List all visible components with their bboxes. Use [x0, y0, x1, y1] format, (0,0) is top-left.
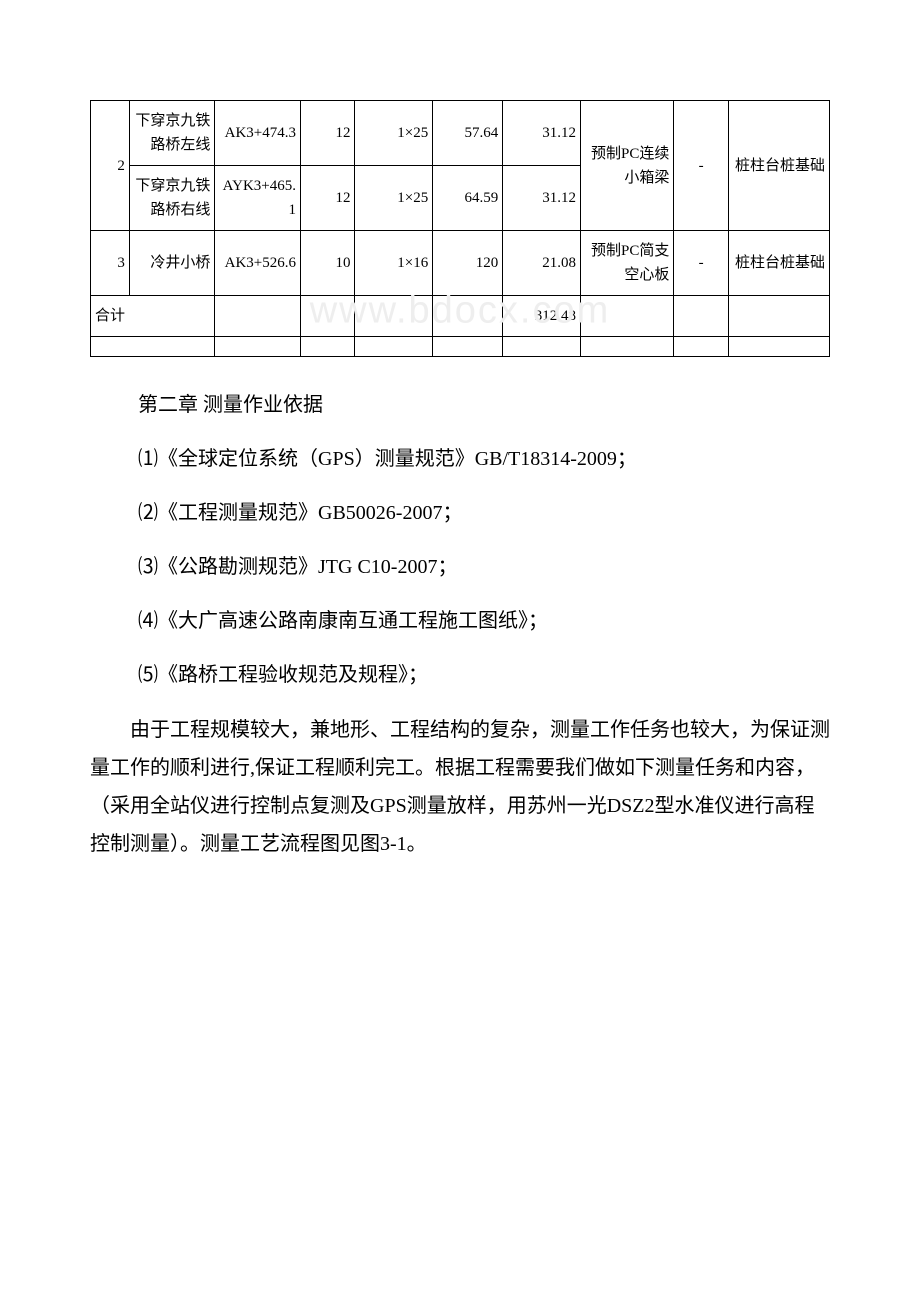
cell-b: 1×25: [355, 101, 433, 166]
cell-g: 桩柱台桩基础: [728, 231, 829, 296]
cell-empty: [728, 296, 829, 337]
cell-empty: [91, 337, 215, 357]
body-paragraph: 由于工程规模较大，兼地形、工程结构的复杂，测量工作任务也较大，为保证测量工作的顺…: [90, 711, 830, 863]
table-row: 3 冷井小桥 AK3+526.6 10 1×16 120 21.08 预制PC简…: [91, 231, 830, 296]
cell-station: AK3+526.6: [215, 231, 301, 296]
chapter-title: 第二章 测量作业依据: [138, 387, 830, 423]
list-item: ⑴《全球定位系统（GPS）测量规范》GB/T18314-2009；: [138, 441, 830, 477]
cell-idx: 2: [91, 101, 130, 231]
cell-d: 31.12: [503, 101, 581, 166]
list-item: ⑵《工程测量规范》GB50026-2007；: [138, 495, 830, 531]
cell-idx: 3: [91, 231, 130, 296]
cell-f: -: [674, 101, 728, 231]
cell-empty: [433, 337, 503, 357]
cell-total-value: 312.48: [503, 296, 581, 337]
cell-empty: [581, 337, 674, 357]
cell-empty: [355, 337, 433, 357]
cell-empty: [215, 296, 301, 337]
table-row-total: 合计 312.48: [91, 296, 830, 337]
cell-empty: [503, 337, 581, 357]
cell-a: 10: [301, 231, 355, 296]
bridge-table: 2 下穿京九铁路桥左线 AK3+474.3 12 1×25 57.64 31.1…: [90, 100, 830, 357]
cell-d: 21.08: [503, 231, 581, 296]
cell-e: 预制PC简支空心板: [581, 231, 674, 296]
cell-name: 冷井小桥: [129, 231, 215, 296]
cell-empty: [215, 337, 301, 357]
cell-name: 下穿京九铁路桥右线: [129, 166, 215, 231]
list-item: ⑶《公路勘测规范》JTG C10-2007；: [138, 549, 830, 585]
cell-empty: [728, 337, 829, 357]
cell-f: -: [674, 231, 728, 296]
cell-station: AK3+474.3: [215, 101, 301, 166]
cell-name: 下穿京九铁路桥左线: [129, 101, 215, 166]
cell-empty: [355, 296, 433, 337]
table-row: 2 下穿京九铁路桥左线 AK3+474.3 12 1×25 57.64 31.1…: [91, 101, 830, 166]
cell-c: 57.64: [433, 101, 503, 166]
cell-empty: [674, 296, 728, 337]
cell-c: 64.59: [433, 166, 503, 231]
table-row-empty: [91, 337, 830, 357]
cell-station: AYK3+465.1: [215, 166, 301, 231]
cell-total-label: 合计: [91, 296, 215, 337]
list-item: ⑸《路桥工程验收规范及规程》；: [138, 657, 830, 693]
cell-empty: [301, 337, 355, 357]
cell-empty: [581, 296, 674, 337]
table-container: 2 下穿京九铁路桥左线 AK3+474.3 12 1×25 57.64 31.1…: [90, 100, 830, 357]
cell-a: 12: [301, 166, 355, 231]
cell-empty: [301, 296, 355, 337]
cell-c: 120: [433, 231, 503, 296]
cell-d: 31.12: [503, 166, 581, 231]
list-item: ⑷《大广高速公路南康南互通工程施工图纸》；: [138, 603, 830, 639]
cell-empty: [674, 337, 728, 357]
cell-b: 1×25: [355, 166, 433, 231]
cell-e: 预制PC连续小箱梁: [581, 101, 674, 231]
cell-a: 12: [301, 101, 355, 166]
cell-b: 1×16: [355, 231, 433, 296]
cell-empty: [433, 296, 503, 337]
cell-g: 桩柱台桩基础: [728, 101, 829, 231]
